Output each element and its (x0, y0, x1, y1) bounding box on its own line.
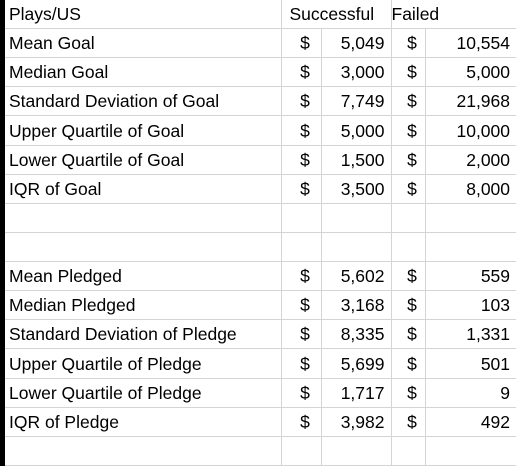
failed-value-cell[interactable]: 103 (425, 290, 516, 321)
row-label-cell[interactable]: Lower Quartile of Goal (5, 145, 282, 175)
failed-value-cell[interactable]: 10,554 (425, 28, 516, 59)
row-label-cell[interactable]: IQR of Goal (5, 174, 282, 204)
failed-value-cell[interactable]: 10,000 (425, 115, 516, 146)
successful-value-cell[interactable]: 5,049 (321, 28, 392, 59)
currency-cell[interactable]: $ (281, 348, 322, 379)
failed-value-cell[interactable]: 21,968 (425, 86, 516, 117)
row-label-cell[interactable]: Mean Pledged (5, 261, 282, 292)
successful-value-cell[interactable]: 3,168 (321, 290, 392, 321)
empty-cell[interactable] (281, 232, 322, 263)
successful-value-cell[interactable]: 1,500 (321, 145, 392, 175)
currency-cell[interactable]: $ (391, 261, 426, 292)
empty-row (5, 232, 516, 263)
currency-cell[interactable]: $ (391, 348, 426, 379)
table-row: Lower Quartile of Pledge $ 1,717 $ 9 (5, 378, 516, 408)
table-row: Mean Goal $ 5,049 $ 10,554 (5, 28, 516, 59)
table-row: Standard Deviation of Pledge $ 8,335 $ 1… (5, 319, 516, 350)
row-label-cell[interactable]: Standard Deviation of Pledge (5, 319, 282, 350)
failed-value-cell[interactable]: 492 (425, 407, 516, 437)
failed-value-cell[interactable]: 5,000 (425, 57, 516, 88)
currency-cell[interactable]: $ (391, 290, 426, 321)
failed-value-cell[interactable]: 9 (425, 378, 516, 408)
table-row: Standard Deviation of Goal $ 7,749 $ 21,… (5, 86, 516, 117)
currency-cell[interactable]: $ (391, 57, 426, 88)
currency-cell[interactable]: $ (281, 290, 322, 321)
table-row: Median Goal $ 3,000 $ 5,000 (5, 57, 516, 88)
row-label-cell[interactable]: Lower Quartile of Pledge (5, 378, 282, 408)
currency-cell[interactable]: $ (281, 28, 322, 59)
currency-cell[interactable]: $ (391, 407, 426, 437)
successful-value-cell[interactable]: 8,335 (321, 319, 392, 350)
empty-cell[interactable] (425, 203, 516, 233)
successful-value-cell[interactable]: 3,982 (321, 407, 392, 437)
table-row: Median Pledged $ 3,168 $ 103 (5, 290, 516, 321)
row-label-cell[interactable]: IQR of Pledge (5, 407, 282, 437)
currency-cell[interactable]: $ (391, 145, 426, 175)
empty-cell[interactable] (5, 436, 282, 466)
table-row: Upper Quartile of Pledge $ 5,699 $ 501 (5, 348, 516, 379)
currency-cell[interactable]: $ (281, 407, 322, 437)
empty-cell[interactable] (281, 203, 322, 233)
table-row: IQR of Pledge $ 3,982 $ 492 (5, 407, 516, 437)
currency-cell[interactable]: $ (281, 57, 322, 88)
empty-cell[interactable] (391, 232, 426, 263)
currency-cell[interactable]: $ (281, 86, 322, 117)
empty-cell[interactable] (5, 232, 282, 263)
currency-cell[interactable]: $ (281, 261, 322, 292)
row-label-cell[interactable]: Mean Goal (5, 28, 282, 59)
row-label-cell[interactable]: Upper Quartile of Pledge (5, 348, 282, 379)
row-label-cell[interactable]: Standard Deviation of Goal (5, 86, 282, 117)
currency-cell[interactable]: $ (391, 174, 426, 204)
successful-value-cell[interactable]: 5,602 (321, 261, 392, 292)
currency-cell[interactable]: $ (281, 378, 322, 408)
table-row: Upper Quartile of Goal $ 5,000 $ 10,000 (5, 115, 516, 146)
currency-cell[interactable]: $ (391, 319, 426, 350)
row-label-cell[interactable]: Upper Quartile of Goal (5, 115, 282, 146)
row-label-cell[interactable]: Median Pledged (5, 290, 282, 321)
empty-cell[interactable] (321, 436, 392, 466)
successful-value-cell[interactable]: 7,749 (321, 86, 392, 117)
row-label-cell[interactable]: Median Goal (5, 57, 282, 88)
empty-cell[interactable] (391, 436, 426, 466)
table-row: IQR of Goal $ 3,500 $ 8,000 (5, 174, 516, 204)
failed-value-cell[interactable]: 559 (425, 261, 516, 292)
successful-value-cell[interactable]: 3,500 (321, 174, 392, 204)
empty-cell[interactable] (5, 203, 282, 233)
currency-cell[interactable]: $ (281, 115, 322, 146)
header-successful-cell[interactable]: Successful (281, 0, 392, 30)
failed-value-cell[interactable]: 2,000 (425, 145, 516, 175)
successful-value-cell[interactable]: 5,000 (321, 115, 392, 146)
header-failed-cell[interactable]: Failed (391, 0, 516, 30)
empty-cell[interactable] (425, 232, 516, 263)
table-row: Lower Quartile of Goal $ 1,500 $ 2,000 (5, 145, 516, 175)
table-row: Mean Pledged $ 5,602 $ 559 (5, 261, 516, 292)
currency-cell[interactable]: $ (391, 86, 426, 117)
failed-value-cell[interactable]: 1,331 (425, 319, 516, 350)
empty-cell[interactable] (391, 203, 426, 233)
failed-value-cell[interactable]: 501 (425, 348, 516, 379)
header-label-cell[interactable]: Plays/US (5, 0, 282, 30)
successful-value-cell[interactable]: 5,699 (321, 348, 392, 379)
stats-table: Plays/US Successful Failed Mean Goal $ 5… (5, 0, 516, 466)
empty-row (5, 203, 516, 233)
successful-value-cell[interactable]: 1,717 (321, 378, 392, 408)
currency-cell[interactable]: $ (391, 115, 426, 146)
failed-value-cell[interactable]: 8,000 (425, 174, 516, 204)
empty-row (5, 436, 516, 466)
empty-cell[interactable] (321, 232, 392, 263)
currency-cell[interactable]: $ (281, 319, 322, 350)
header-row: Plays/US Successful Failed (5, 0, 516, 30)
currency-cell[interactable]: $ (281, 145, 322, 175)
currency-cell[interactable]: $ (281, 174, 322, 204)
successful-value-cell[interactable]: 3,000 (321, 57, 392, 88)
empty-cell[interactable] (321, 203, 392, 233)
empty-cell[interactable] (425, 436, 516, 466)
currency-cell[interactable]: $ (391, 378, 426, 408)
currency-cell[interactable]: $ (391, 28, 426, 59)
empty-cell[interactable] (281, 436, 322, 466)
row-edge-bar (0, 0, 5, 466)
